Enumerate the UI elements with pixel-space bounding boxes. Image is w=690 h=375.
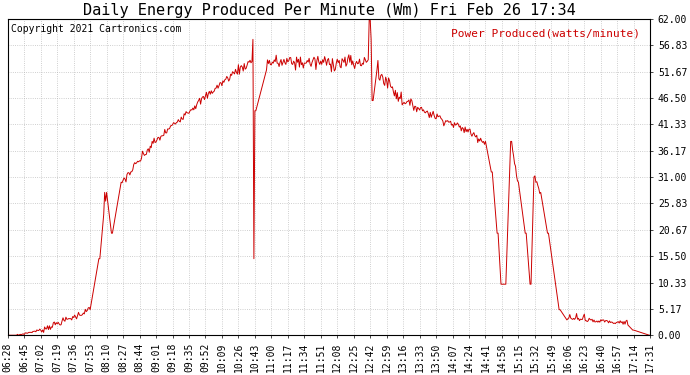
Title: Daily Energy Produced Per Minute (Wm) Fri Feb 26 17:34: Daily Energy Produced Per Minute (Wm) Fr… <box>83 3 575 18</box>
Legend: Power Produced(watts/minute): Power Produced(watts/minute) <box>438 24 644 44</box>
Text: Copyright 2021 Cartronics.com: Copyright 2021 Cartronics.com <box>11 24 181 34</box>
